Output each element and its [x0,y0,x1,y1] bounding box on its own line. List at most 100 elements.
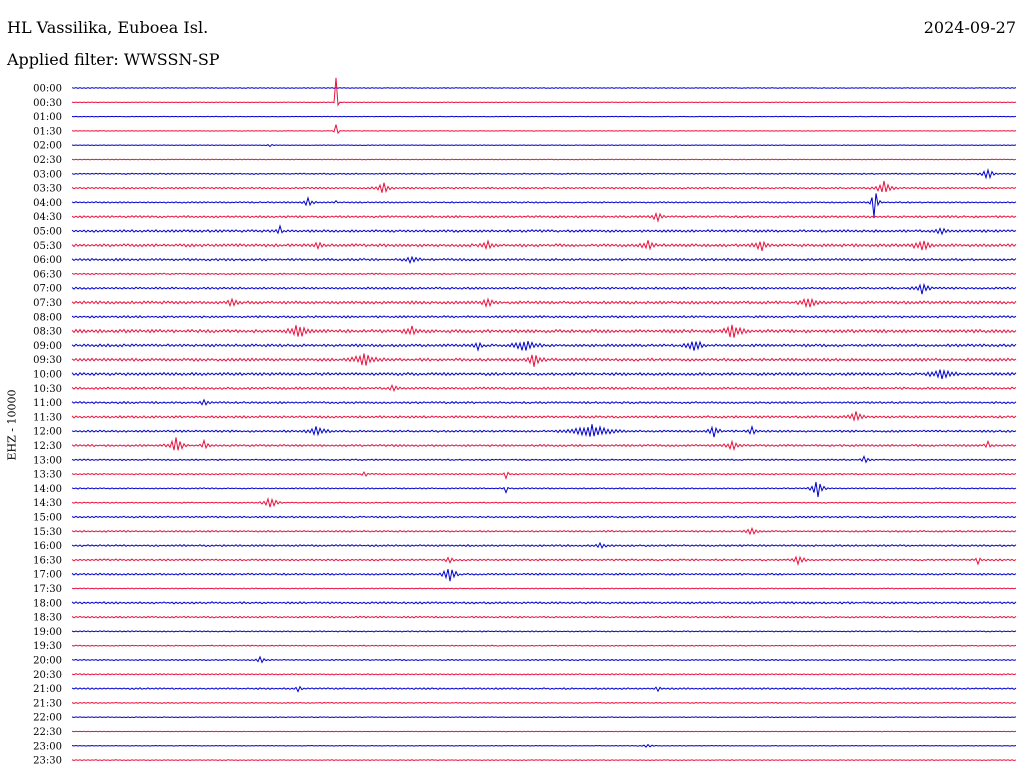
trace-line [71,743,1017,748]
row-time-label: 18:00 [33,598,62,609]
trace-line [71,368,1017,380]
trace-line [71,224,1017,236]
trace-line [71,255,1017,265]
row-time-label: 04:30 [33,212,62,223]
trace-line [71,211,1017,223]
trace-line [71,615,1017,619]
row-time-label: 05:00 [33,227,62,238]
trace-line [71,481,1017,498]
row-time-label: 17:30 [33,584,62,595]
row-time-label: 15:30 [33,527,62,538]
trace-line [71,759,1017,762]
trace-line [71,601,1017,605]
trace-line [71,340,1017,352]
row-time-label: 06:00 [33,255,62,266]
row-time-label: 12:30 [33,441,62,452]
row-time-label: 02:00 [33,141,62,152]
row-time-label: 13:30 [33,470,62,481]
row-time-label: 14:30 [33,498,62,509]
row-time-label: 04:00 [33,198,62,209]
trace-line [71,282,1017,295]
trace-line [71,541,1017,550]
row-time-label: 11:00 [33,398,62,409]
row-time-label: 10:00 [33,370,62,381]
trace-line [71,167,1017,180]
row-time-label: 19:30 [33,641,62,652]
row-time-label: 01:00 [33,112,62,123]
row-time-label: 22:00 [33,713,62,724]
row-time-label: 09:00 [33,341,62,352]
row-time-label: 06:30 [33,269,62,280]
trace-line [71,87,1017,89]
filter-label: Applied filter: WWSSN-SP [7,50,220,69]
trace-line [71,124,1017,135]
trace-line [71,655,1017,664]
row-time-label: 03:00 [33,169,62,180]
row-time-label: 03:30 [33,184,62,195]
trace-line [71,353,1017,367]
row-time-label: 07:00 [33,284,62,295]
row-time-label: 08:30 [33,327,62,338]
trace-line [71,730,1017,733]
trace-line [71,701,1017,704]
trace-line [71,411,1017,423]
trace-line [71,685,1017,693]
trace-line [71,143,1017,148]
row-time-label: 12:00 [33,427,62,438]
trace-line [71,568,1017,582]
station-title: HL Vassilika, Euboea Isl. [7,18,209,37]
trace-line [71,496,1017,508]
row-time-label: 09:30 [33,355,62,366]
trace-line [71,180,1017,194]
row-time-label: 00:30 [33,98,62,109]
trace-line [71,324,1017,338]
trace-line [71,437,1017,452]
row-time-label: 22:30 [33,727,62,738]
trace-line [71,77,1017,107]
trace-line [71,115,1017,118]
row-time-label: 16:00 [33,541,62,552]
trace-line [71,272,1017,276]
row-time-label: 20:30 [33,670,62,681]
row-time-label: 21:30 [33,698,62,709]
row-time-label: 23:30 [33,756,62,767]
trace-line [71,158,1017,161]
row-time-label: 10:30 [33,384,62,395]
row-time-label: 21:00 [33,684,62,695]
row-time-label: 11:30 [33,412,62,423]
row-time-label: 18:30 [33,613,62,624]
trace-line [71,424,1017,438]
row-time-label: 17:00 [33,570,62,581]
trace-line [71,587,1017,590]
trace-line [71,716,1017,719]
row-time-label: 19:00 [33,627,62,638]
trace-line [71,555,1017,567]
row-time-label: 08:00 [33,312,62,323]
record-date: 2024-09-27 [923,18,1016,37]
row-time-label: 02:30 [33,155,62,166]
row-time-label: 01:30 [33,126,62,137]
trace-line [71,398,1017,406]
row-time-label: 00:00 [33,84,62,95]
trace-line [71,315,1017,319]
trace-line [71,193,1017,217]
trace-line [71,239,1017,252]
row-time-label: 15:00 [33,513,62,524]
row-time-label: 13:00 [33,455,62,466]
trace-line [71,673,1017,676]
row-time-label: 16:30 [33,555,62,566]
trace-line [71,384,1017,392]
trace-line [71,526,1017,536]
row-time-label: 05:30 [33,241,62,252]
row-time-label: 23:00 [33,741,62,752]
trace-line [71,297,1017,309]
trace-line [71,455,1017,464]
trace-line [71,515,1017,519]
row-time-label: 20:00 [33,656,62,667]
trace-line [71,644,1017,647]
row-time-label: 14:00 [33,484,62,495]
row-time-label: 07:30 [33,298,62,309]
trace-line [71,630,1017,633]
trace-line [71,471,1017,480]
